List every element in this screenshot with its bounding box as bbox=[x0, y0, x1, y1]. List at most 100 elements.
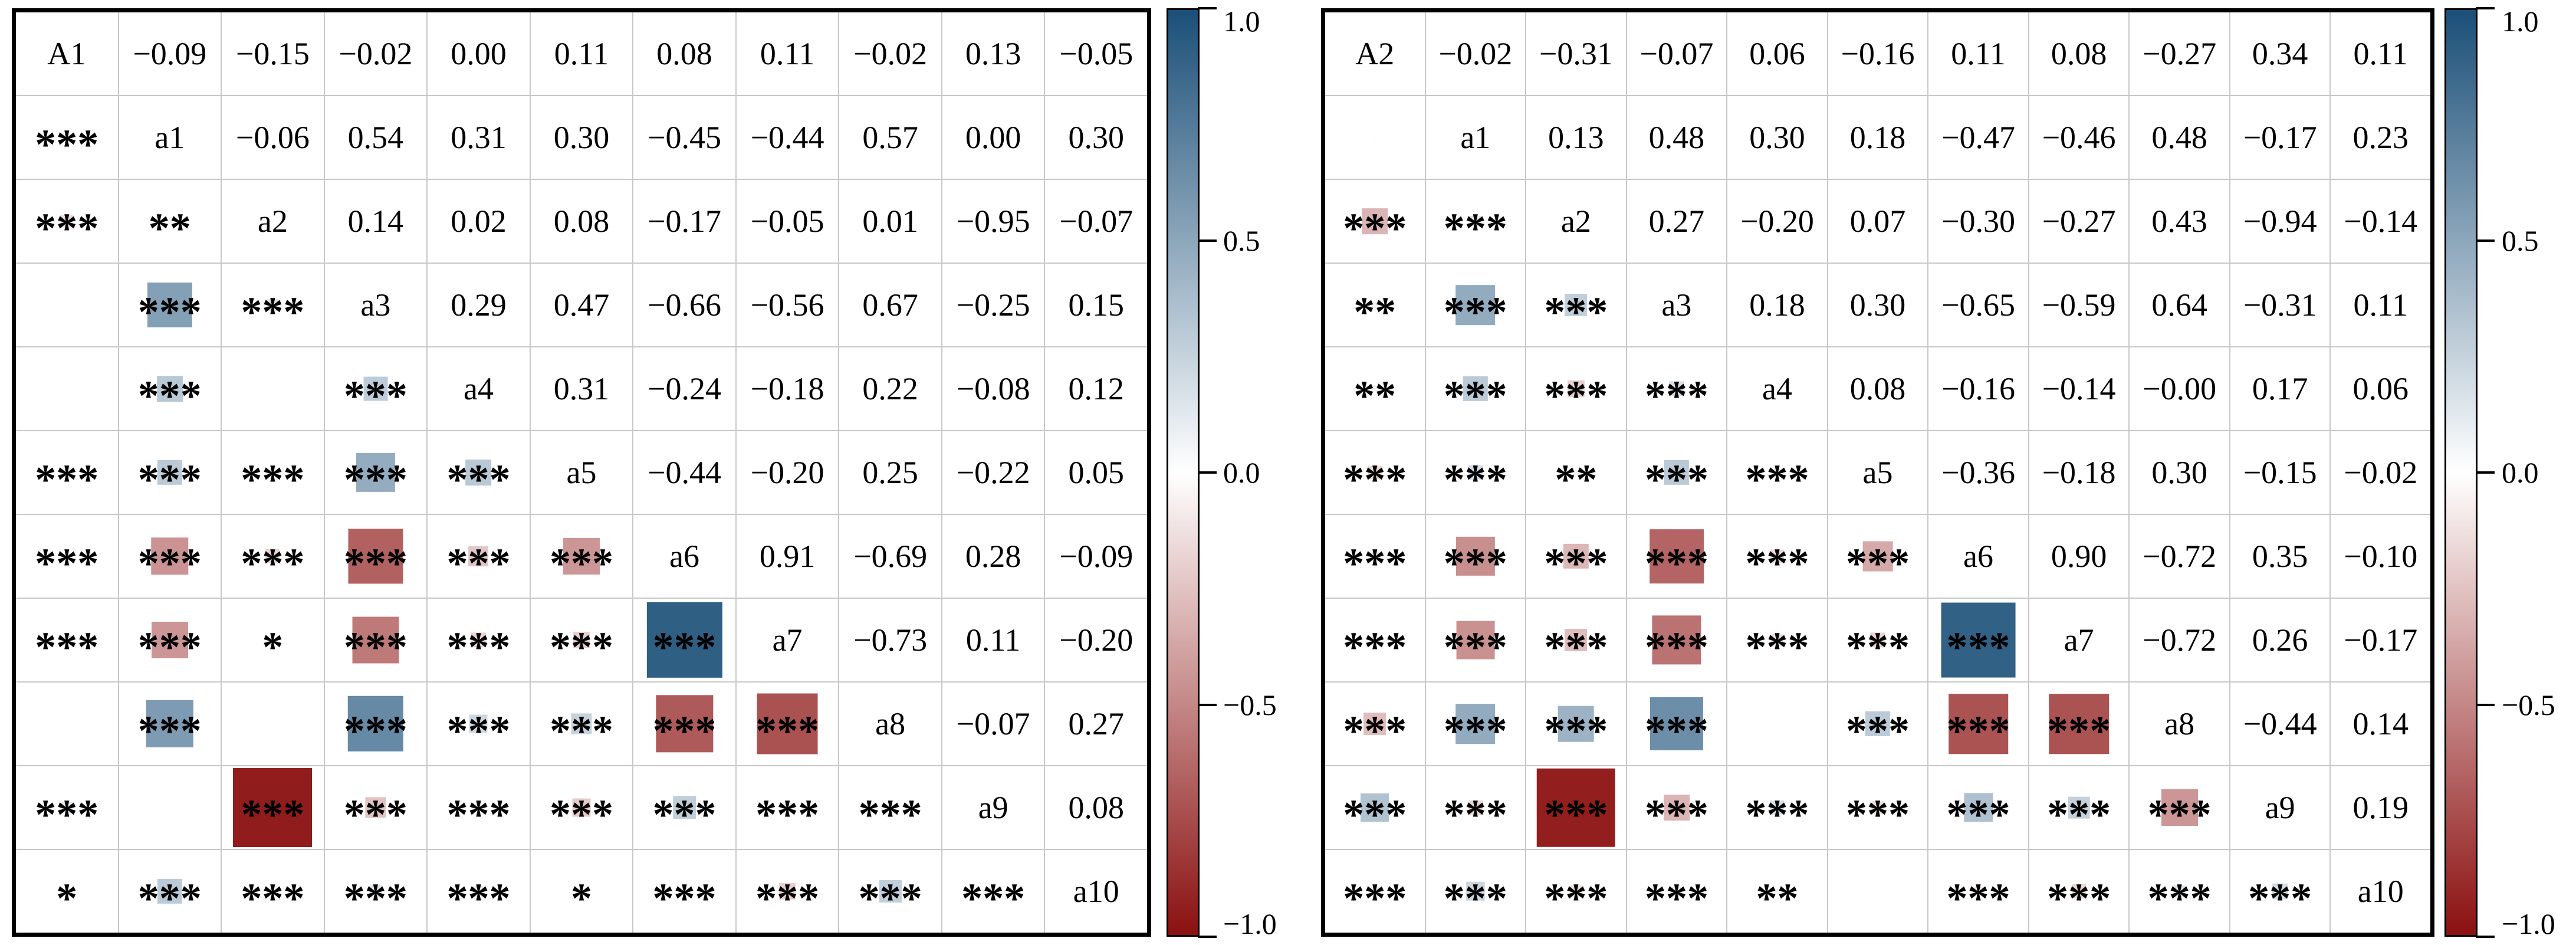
matrix-cell-square: *** bbox=[1627, 515, 1727, 598]
significance-stars: *** bbox=[1443, 624, 1507, 671]
correlation-square bbox=[778, 882, 796, 900]
significance-stars: *** bbox=[343, 456, 408, 503]
correlation-square bbox=[571, 713, 592, 734]
correlation-square bbox=[1372, 386, 1378, 392]
matrix-cell-square: *** bbox=[222, 766, 324, 849]
significance-stars: *** bbox=[446, 540, 511, 587]
matrix-cell-square: *** bbox=[1928, 766, 2028, 849]
correlation-square bbox=[270, 888, 276, 894]
matrix-cell-value: −0.09 bbox=[119, 12, 221, 95]
correlation-square bbox=[563, 537, 600, 575]
colorbar-tick bbox=[1198, 471, 1217, 474]
correlation-square bbox=[267, 299, 279, 311]
correlation-value: 0.27 bbox=[1648, 204, 1705, 239]
significance-stars: *** bbox=[2047, 875, 2111, 922]
significance-stars: *** bbox=[137, 456, 202, 503]
correlation-square bbox=[990, 888, 997, 895]
matrix-cell-value: −0.02 bbox=[2331, 431, 2430, 514]
matrix-cell-value: −0.31 bbox=[2230, 264, 2330, 346]
colorbar-tick bbox=[2476, 239, 2495, 242]
matrix-cell-square bbox=[16, 682, 118, 765]
matrix-cell-value: −0.07 bbox=[942, 682, 1044, 765]
correlation-square bbox=[1565, 628, 1588, 652]
correlation-square bbox=[1455, 704, 1496, 744]
matrix-cell-value: 0.06 bbox=[1727, 12, 1827, 95]
correlation-square bbox=[2068, 796, 2090, 819]
matrix-cell-value: −0.16 bbox=[1828, 12, 1928, 95]
variable-label: a2 bbox=[1560, 204, 1591, 239]
matrix-cell-square: *** bbox=[222, 850, 324, 933]
matrix-cell-value: 0.00 bbox=[942, 96, 1044, 179]
matrix-cell-square: *** bbox=[1325, 766, 1425, 849]
correlation-square bbox=[65, 723, 68, 725]
variable-label: a7 bbox=[2064, 622, 2094, 658]
matrix-cell-value: −0.17 bbox=[2331, 599, 2430, 681]
matrix-cell-value: 0.18 bbox=[1828, 96, 1928, 179]
significance-stars: *** bbox=[1443, 707, 1507, 754]
matrix-cell-square: *** bbox=[1627, 599, 1727, 681]
variable-label: a3 bbox=[360, 287, 391, 323]
matrix-cell-square: *** bbox=[1425, 264, 1526, 346]
matrix-diagonal-cell: a10 bbox=[2331, 850, 2430, 933]
matrix-cell-value: −0.73 bbox=[839, 599, 941, 681]
variable-label: a5 bbox=[1862, 455, 1893, 490]
matrix-cell-value: −0.30 bbox=[1928, 180, 2028, 262]
matrix-cell-square: *** bbox=[530, 599, 633, 681]
correlation-value: 0.30 bbox=[2151, 455, 2207, 490]
matrix-cell-value: 0.27 bbox=[1045, 682, 1147, 765]
significance-stars: *** bbox=[858, 875, 922, 922]
correlation-value: 0.11 bbox=[2353, 287, 2408, 323]
matrix-cell-value: 0.08 bbox=[1828, 347, 1928, 430]
matrix-cell-square: *** bbox=[530, 515, 633, 598]
correlation-value: −0.56 bbox=[750, 287, 824, 323]
matrix-cell-value: 0.11 bbox=[2331, 12, 2430, 95]
variable-label: a10 bbox=[1073, 874, 1119, 909]
correlation-square bbox=[2161, 789, 2198, 826]
matrix-cell-square: *** bbox=[1727, 431, 1827, 514]
significance-stars: *** bbox=[1443, 875, 1507, 922]
correlation-value: −0.14 bbox=[2042, 371, 2116, 406]
matrix-cell-value: −0.72 bbox=[2130, 599, 2229, 681]
correlation-square bbox=[352, 616, 399, 664]
matrix-cell-value: 0.17 bbox=[2230, 347, 2330, 430]
matrix-cell-square: *** bbox=[16, 515, 118, 598]
correlation-value: −0.07 bbox=[1059, 204, 1133, 239]
variable-label: a4 bbox=[1762, 371, 1792, 406]
matrix-cell-square: *** bbox=[2029, 766, 2129, 849]
correlation-value: −0.08 bbox=[956, 371, 1030, 406]
matrix-cell-square bbox=[222, 347, 324, 430]
matrix-cell-value: 0.43 bbox=[2130, 180, 2229, 262]
significance-stars: *** bbox=[35, 456, 99, 503]
significance-stars: *** bbox=[1946, 791, 2010, 838]
matrix-cell-value: −0.08 bbox=[942, 347, 1044, 430]
matrix-cell-value: −0.02 bbox=[324, 12, 427, 95]
matrix-cell-value: 0.34 bbox=[2230, 12, 2330, 95]
variable-label: a8 bbox=[875, 706, 906, 741]
correlation-value: −0.18 bbox=[2042, 455, 2116, 490]
matrix-cell-square: *** bbox=[2230, 850, 2330, 933]
matrix-cell-square: *** bbox=[222, 264, 324, 346]
matrix-cell-value: 0.31 bbox=[530, 347, 633, 430]
correlation-value: 0.15 bbox=[1068, 287, 1124, 323]
significance-stars: ** bbox=[1353, 288, 1397, 336]
matrix-cell-value: 0.13 bbox=[942, 12, 1044, 95]
matrix-diagonal-cell: a10 bbox=[1045, 850, 1147, 933]
correlation-value: −0.44 bbox=[648, 455, 722, 490]
correlation-value: 0.30 bbox=[553, 120, 610, 155]
correlation-square bbox=[757, 693, 818, 754]
matrix-cell-square: *** bbox=[1325, 599, 1425, 681]
matrix-cell-value: −0.46 bbox=[2029, 96, 2129, 179]
matrix-cell-value: −0.17 bbox=[633, 180, 735, 262]
correlation-value: 0.18 bbox=[1849, 120, 1906, 155]
matrix-cell-square: *** bbox=[1425, 180, 1526, 262]
significance-stars: *** bbox=[343, 791, 408, 838]
variable-label: a5 bbox=[566, 455, 597, 490]
correlation-square bbox=[2049, 694, 2109, 754]
matrix-cell-square: *** bbox=[119, 682, 221, 765]
correlation-value: −0.16 bbox=[1941, 371, 2016, 406]
colorbar-tick-label: 1.0 bbox=[2502, 5, 2539, 38]
matrix-cell-square: *** bbox=[1928, 599, 2028, 681]
correlation-value: −0.07 bbox=[956, 706, 1030, 741]
correlation-square bbox=[233, 768, 313, 847]
matrix-cell-square: *** bbox=[1727, 766, 1827, 849]
